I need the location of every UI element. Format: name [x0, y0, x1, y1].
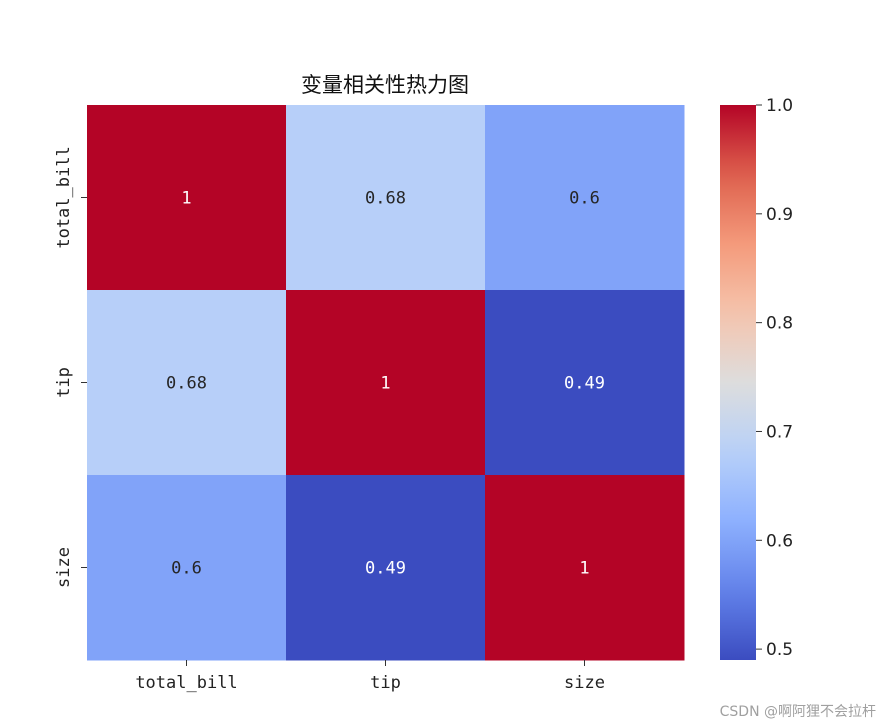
heatmap-cell — [87, 105, 287, 291]
heatmap-cell — [286, 475, 486, 661]
cell-value-label: 0.6 — [569, 189, 600, 209]
heatmap-cells: 1 0.68 0.6 0.68 1 0.49 0.6 0.49 1 — [87, 105, 685, 661]
heatmap-cell — [485, 475, 685, 661]
colorbar-tick-label: 1.0 — [766, 96, 793, 116]
cell-value-label: 0.49 — [564, 374, 605, 394]
heatmap-cell — [485, 105, 685, 291]
colorbar-tick-label: 0.7 — [766, 422, 793, 442]
heatmap-cell — [286, 290, 486, 476]
cell-value-label: 0.68 — [166, 374, 207, 394]
x-tick-label: size — [564, 673, 605, 693]
x-tick-label: tip — [370, 673, 401, 693]
y-tick-label: size — [54, 547, 74, 588]
colorbar-tick-label: 0.9 — [766, 205, 793, 225]
cell-value-label: 1 — [579, 559, 589, 579]
y-tick-label: total_bill — [54, 146, 74, 248]
chart-title: 变量相关性热力图 — [301, 73, 469, 97]
cell-value-label: 1 — [181, 189, 191, 209]
cell-value-label: 1 — [380, 374, 390, 394]
watermark-text: CSDN @啊阿狸不会拉杆 — [719, 704, 876, 720]
y-tick-label: tip — [54, 367, 74, 398]
x-tick-label: total_bill — [135, 673, 237, 693]
colorbar-gradient — [720, 105, 756, 660]
cell-value-label: 0.68 — [365, 189, 406, 209]
heatmap-cell — [87, 475, 287, 661]
colorbar-tick-label: 0.5 — [766, 640, 793, 660]
colorbar-tick-label: 0.8 — [766, 314, 793, 334]
heatmap-cell — [286, 105, 486, 291]
colorbar: 0.5 0.6 0.7 0.8 0.9 1.0 — [720, 96, 793, 660]
colorbar-tick-label: 0.6 — [766, 531, 793, 551]
cell-value-label: 0.6 — [171, 559, 202, 579]
heatmap-cell — [485, 290, 685, 476]
cell-value-label: 0.49 — [365, 559, 406, 579]
heatmap-cell — [87, 290, 287, 476]
